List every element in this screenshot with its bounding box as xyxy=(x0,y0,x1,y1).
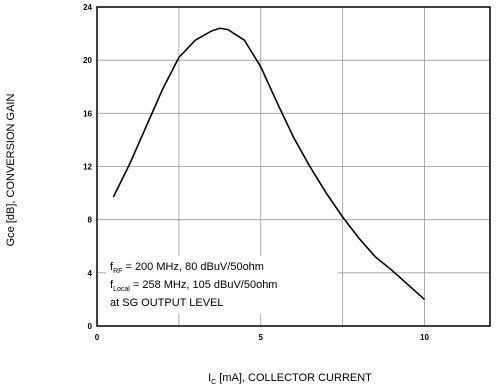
annotation-sub: Local xyxy=(113,286,130,293)
x-tick-label: 10 xyxy=(420,333,429,342)
y-tick-label: 0 xyxy=(88,322,93,331)
y-tick-label: 16 xyxy=(83,109,92,118)
x-tick-label: 0 xyxy=(95,333,100,342)
annotation-main: at SG OUTPUT LEVEL xyxy=(110,297,224,309)
line-series xyxy=(112,27,426,301)
plot-frame xyxy=(96,6,491,327)
y-tick-label: 12 xyxy=(83,163,92,172)
annotation: at SG OUTPUT LEVEL xyxy=(110,297,224,309)
x-axis-label: IC [mA], COLLECTOR CURRENT xyxy=(208,372,372,386)
y-tick-label: 8 xyxy=(88,216,93,225)
x-label-main: I xyxy=(208,372,211,384)
y-tick-label: 24 xyxy=(83,3,92,12)
y-tick-label: 20 xyxy=(83,56,92,65)
annotation-main: f xyxy=(110,279,114,291)
annotation-rest: = 200 MHz, 80 dBuV/50ohm xyxy=(122,261,264,273)
annotation-sub: RF xyxy=(113,268,122,275)
annotation-rest: = 258 MHz, 105 dBuV/50ohm xyxy=(130,279,278,291)
annotation: fRF = 200 MHz, 80 dBuV/50ohm xyxy=(110,261,264,275)
annotation-main: f xyxy=(110,261,114,273)
y-tick-label: 4 xyxy=(88,269,93,278)
x-label-rest: [mA], COLLECTOR CURRENT xyxy=(216,372,372,384)
x-tick-label: 5 xyxy=(259,333,264,342)
y-axis-label: Gce [dB], CONVERSION GAIN xyxy=(5,94,17,247)
x-label-sub: C xyxy=(211,379,216,386)
annotation: fLocal = 258 MHz, 105 dBuV/50ohm xyxy=(110,279,277,293)
annotation-box xyxy=(106,256,338,314)
